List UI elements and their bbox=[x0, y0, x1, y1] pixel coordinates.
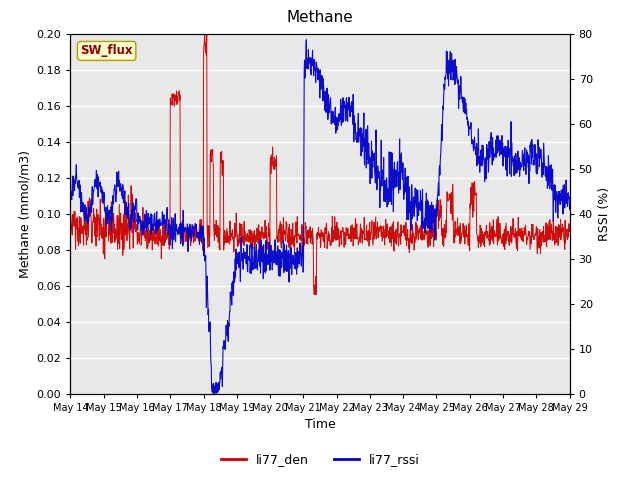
X-axis label: Time: Time bbox=[305, 418, 335, 431]
Text: SW_flux: SW_flux bbox=[81, 44, 133, 58]
Legend: li77_den, li77_rssi: li77_den, li77_rssi bbox=[216, 448, 424, 471]
Y-axis label: RSSI (%): RSSI (%) bbox=[598, 187, 611, 240]
Text: Methane: Methane bbox=[287, 10, 353, 24]
Y-axis label: Methane (mmol/m3): Methane (mmol/m3) bbox=[18, 150, 31, 277]
